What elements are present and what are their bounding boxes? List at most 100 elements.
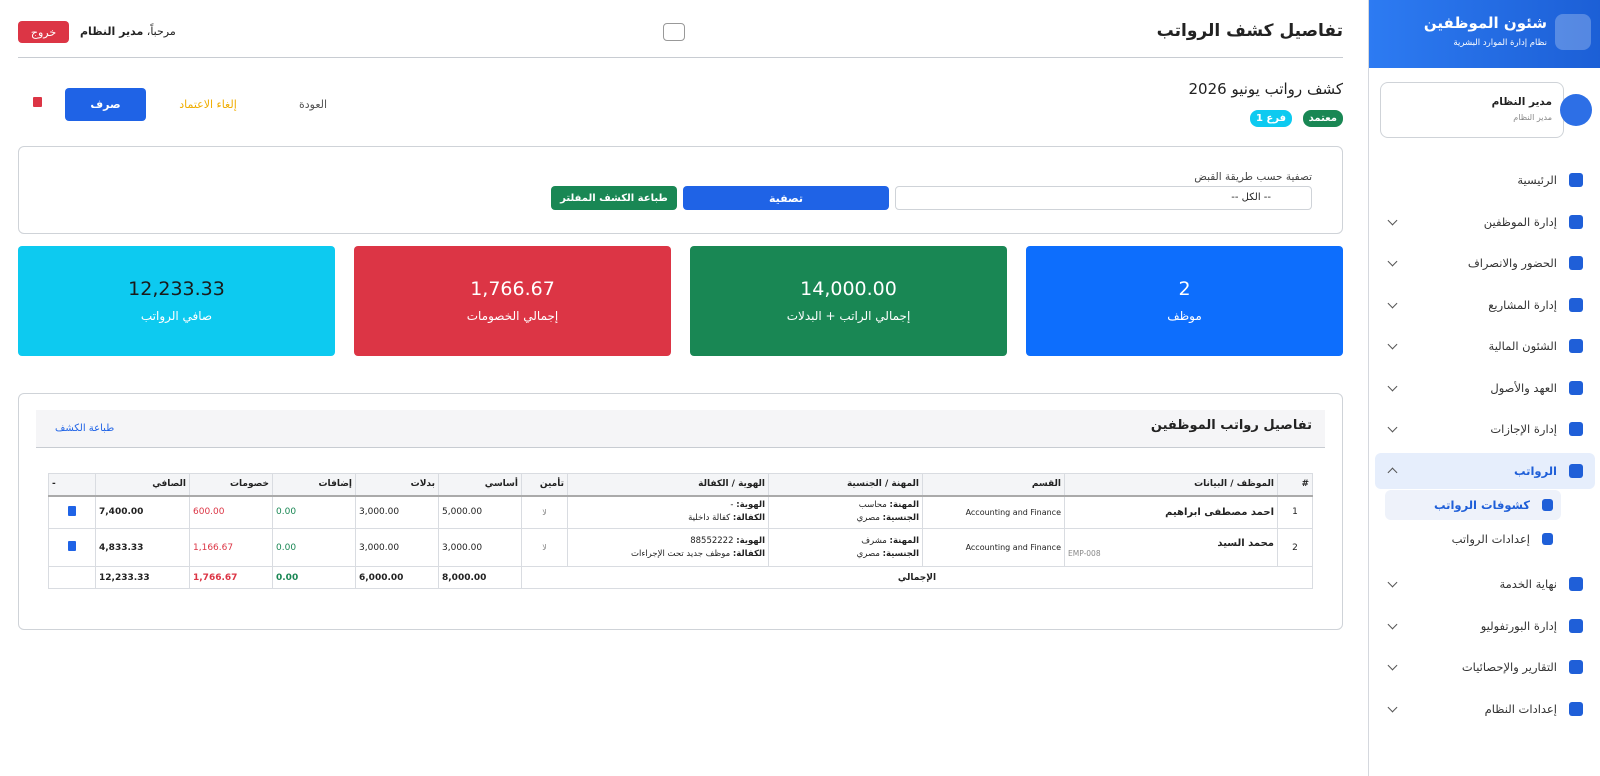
view-button[interactable]	[68, 541, 76, 551]
stat-value: 1,766.67	[470, 278, 555, 300]
insurance: لا	[521, 495, 568, 529]
field-value: مشرف	[861, 535, 887, 546]
menu-item[interactable]: العهد والأصول	[1375, 370, 1595, 406]
menu-item[interactable]: التقارير والإحصائيات	[1375, 649, 1595, 685]
id-cell: الهوية: 88552222 الكفالة: موظف جديد تحت ا…	[567, 528, 769, 567]
menu-icon	[1569, 173, 1583, 187]
main: تفاصيل كشف الرواتب مرحباً، مدير النظام خ…	[18, 21, 1343, 630]
column-header: المهنة / الجنسية	[768, 473, 923, 497]
header-row: # الموظف / البيانات القسم المهنة / الجنسية ا…	[48, 473, 1313, 497]
menu-item[interactable]: إدارة الموظفين	[1375, 204, 1595, 240]
chevron	[1387, 298, 1398, 308]
department: Accounting and Finance	[922, 528, 1065, 567]
menu-icon	[1569, 701, 1583, 716]
stat-card: 14,000.00 إجمالي الراتب + البدلات	[690, 246, 1007, 356]
field: الهوية: 88552222	[571, 535, 765, 548]
stat-value: 12,233.33	[128, 278, 225, 300]
submenu-label: إعدادات الرواتب	[1451, 532, 1530, 546]
menu-label: التقارير والإحصائيات	[1461, 660, 1557, 674]
menu-icon	[1569, 577, 1583, 591]
user-name: مدير النظام	[1491, 96, 1552, 108]
field-label: المهنة:	[889, 500, 919, 511]
stat-label: إجمالي الخصومات	[466, 309, 559, 323]
field-value: مصري	[856, 513, 880, 524]
menu-label: الرئيسية	[1517, 173, 1557, 187]
submenu-icon	[1542, 499, 1553, 511]
table-card-header	[36, 410, 1325, 448]
pay-button[interactable]: صرف	[65, 88, 146, 121]
stat-card: 1,766.67 إجمالي الخصومات	[354, 246, 671, 356]
stat-label: موظف	[1167, 309, 1202, 323]
avatar	[1560, 94, 1592, 126]
amount-deductions: 600.00	[189, 495, 273, 529]
employee-name: محمد السيد	[1217, 537, 1274, 549]
menu-label: العهد والأصول	[1490, 380, 1557, 395]
department: Accounting and Finance	[922, 495, 1065, 529]
field-value: -	[730, 500, 734, 511]
id-cell: الهوية: - الكفالة: كفالة داخلية	[567, 495, 769, 529]
field-value: مصري	[856, 548, 880, 559]
field-label: الهوية:	[736, 500, 765, 511]
menu-icon	[1569, 339, 1583, 353]
menu-item[interactable]: نهاية الخدمة	[1375, 566, 1595, 602]
stat-card: 2 موظف	[1026, 246, 1343, 356]
chevron	[1387, 422, 1398, 433]
stat-card: 12,233.33 صافي الرواتب	[18, 246, 335, 356]
menu-item[interactable]: الرئيسية	[1375, 162, 1595, 198]
unapprove-button[interactable]: إلغاء الاعتماد	[179, 98, 237, 111]
field-label: الكفالة:	[732, 513, 765, 524]
menu-icon	[1569, 463, 1583, 478]
menu-icon	[1569, 618, 1583, 633]
chevron	[1387, 702, 1398, 712]
submenu-item[interactable]: إعدادات الرواتب	[1385, 524, 1561, 554]
back-button[interactable]: العودة	[298, 98, 328, 111]
totals-label: الإجمالي	[521, 566, 1313, 589]
menu-icon	[1569, 380, 1583, 395]
action-cell	[48, 495, 96, 529]
print-filtered-button[interactable]: طباعة الكشف المفلتر	[551, 186, 677, 210]
brand-icon	[1555, 14, 1591, 50]
greeting-user: مدير النظام	[80, 25, 144, 38]
theme-toggle[interactable]	[663, 23, 685, 41]
menu-item[interactable]: إدارة المشاريع	[1375, 287, 1595, 323]
stat-value: 2	[1178, 278, 1191, 300]
stat-label: صافي الرواتب	[140, 309, 213, 323]
amount-allowances: 3,000.00	[355, 495, 439, 529]
field: الكفالة: موظف جديد تحت الإجراءات	[571, 548, 765, 561]
field: المهنة: مشرف	[772, 535, 919, 548]
logout-button[interactable]: خروج	[18, 21, 69, 43]
menu-item[interactable]: إعدادات النظام	[1375, 691, 1595, 727]
menu-icon	[1569, 422, 1583, 436]
menu-item[interactable]: إدارة البورتفوليو	[1375, 608, 1595, 644]
menu-item[interactable]: إدارة الإجازات	[1375, 411, 1595, 447]
menu-icon	[1569, 214, 1583, 229]
user-role: مدير النظام	[1513, 113, 1552, 122]
view-button[interactable]	[68, 505, 76, 516]
row-number: 2	[1277, 528, 1313, 567]
brand-subtitle: نظام إدارة الموارد البشرية	[1453, 38, 1547, 48]
row-number: 1	[1277, 495, 1313, 529]
payroll-table: # الموظف / البيانات القسم المهنة / الجنسية ا…	[48, 473, 1313, 589]
delete-button[interactable]	[33, 97, 42, 107]
branch-badge: فرع 1	[1249, 110, 1292, 127]
chevron	[1387, 577, 1398, 588]
filter-button[interactable]: تصفية	[683, 186, 889, 210]
menu-item[interactable]: الشئون المالية	[1375, 328, 1595, 364]
field-label: الجنسية:	[882, 548, 919, 559]
menu-item[interactable]: الحضور والانصراف	[1375, 245, 1595, 281]
submenu-icon	[1542, 533, 1553, 545]
menu-label: إدارة الإجازات	[1490, 422, 1557, 436]
column-header: القسم	[922, 473, 1065, 497]
total-net: 12,233.33	[95, 566, 190, 589]
submenu-item[interactable]: كشوفات الرواتب	[1385, 490, 1561, 520]
filter-select[interactable]: -- الكل --	[895, 186, 1312, 210]
menu-item[interactable]: الرواتب	[1375, 452, 1595, 489]
field: الجنسية: مصري	[772, 512, 919, 525]
totals-empty	[48, 566, 96, 589]
print-link[interactable]: طباعة الكشف	[55, 423, 115, 434]
amount-allowances: 3,000.00	[355, 528, 439, 567]
amount-net: 4,833.33	[95, 528, 190, 567]
table-row: 2 محمد السيد EMP-008 Accounting and Finance…	[48, 528, 1313, 567]
brand: شئون الموظفين نظام إدارة الموارد البشرية	[1369, 0, 1600, 68]
menu-icon	[1569, 660, 1583, 674]
